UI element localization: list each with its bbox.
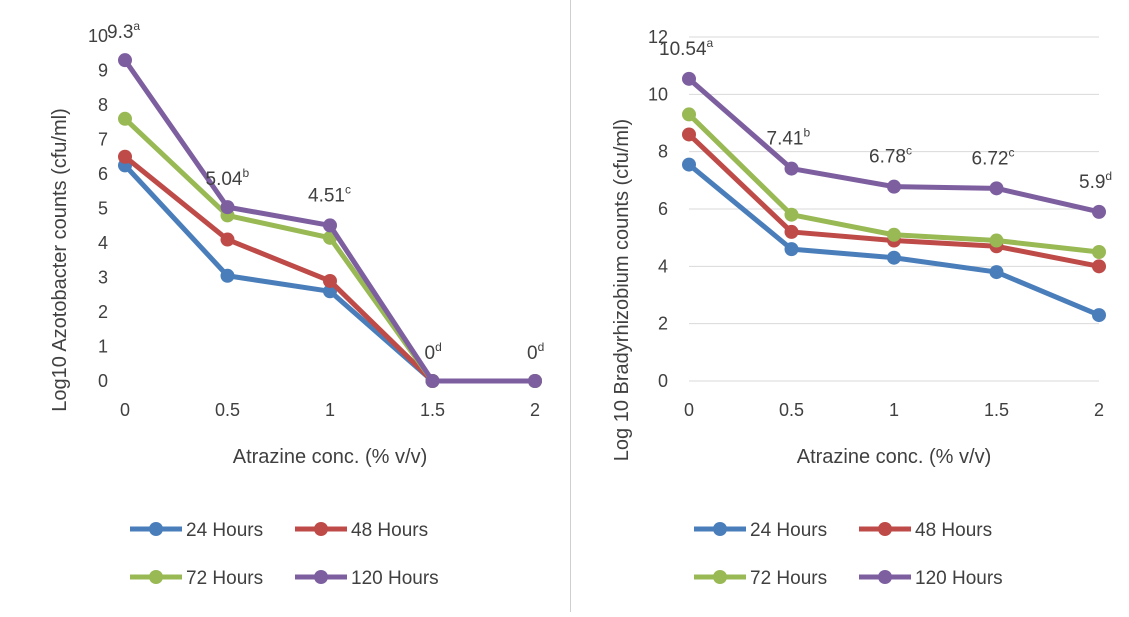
data-point [784,207,799,222]
data-point [887,179,901,194]
legend-label: 48 Hours [915,520,992,541]
data-point [1092,204,1106,219]
x-tick-label: 0 [120,400,130,420]
data-point [1092,308,1106,323]
legend-swatch-marker [149,522,163,536]
data-point [784,224,799,239]
y-tick-label: 2 [658,314,668,334]
x-tick-label: 0.5 [779,400,804,420]
data-point [1092,245,1106,259]
legend-label: 72 Hours [750,568,827,589]
legend-label: 24 Hours [750,520,827,541]
data-label: 7.41b [767,126,811,150]
y-tick-label: 6 [98,164,108,184]
data-point [220,232,235,247]
y-tick-label: 7 [98,130,108,150]
data-point [784,242,799,257]
data-point [118,53,132,68]
data-point [887,250,901,265]
data-point [784,161,799,176]
y-tick-label: 6 [658,199,668,219]
data-point [989,265,1004,280]
data-point [118,111,132,126]
data-point [323,218,337,233]
y-tick-label: 0 [98,371,108,391]
y-tick-label: 5 [98,199,108,219]
legend-swatch-marker [713,522,727,536]
data-label: 6.78c [869,144,912,168]
x-tick-label: 2 [1094,400,1104,420]
data-point [323,273,337,288]
data-point [887,227,901,242]
data-point [989,181,1004,196]
x-axis-title: Atrazine conc. (% v/v) [797,446,992,468]
legend-label: 48 Hours [351,520,428,541]
y-axis-title: Log 10 Bradyrhizobium counts (cfu/ml) [611,119,633,461]
x-tick-label: 1.5 [984,400,1009,420]
y-tick-label: 10 [88,26,108,46]
data-point [220,268,235,283]
y-tick-label: 9 [98,61,108,81]
bradyrhizobium-chart: 0 2 4 6 8 10 12 0 0.5 1 1.5 2 Atrazine conc. (% v/v)… [611,27,1112,589]
data-point [425,374,440,388]
data-point [220,200,235,215]
legend-label: 120 Hours [351,568,439,589]
legend-swatch-marker [314,522,328,536]
data-point [118,149,132,164]
y-tick-label: 12 [648,27,668,47]
y-tick-label: 1 [98,337,108,357]
data-point [1092,259,1106,274]
data-point [682,127,696,142]
y-tick-label: 2 [98,302,108,322]
data-point [989,233,1004,248]
data-label: 9.3a [107,19,140,43]
legend-label: 24 Hours [186,520,263,541]
data-label: 4.51c [308,182,351,206]
legend-swatch-marker [314,570,328,584]
y-tick-label: 8 [98,95,108,115]
azotobacter-chart: 0 1 2 3 4 5 6 7 8 9 10 0 0.5 1 1.5 2 Atrazine conc. (% v… [49,19,544,589]
data-label: 5.04b [206,166,250,190]
x-axis-title: Atrazine conc. (% v/v) [233,446,428,468]
x-tick-label: 0.5 [215,400,240,420]
data-label: 0d [425,340,442,364]
legend-swatch-marker [878,570,892,584]
data-point [528,374,542,388]
series-line [123,116,535,384]
legend-label: 72 Hours [186,568,263,589]
data-label: 0d [527,340,544,364]
y-tick-label: 4 [98,233,108,253]
legend-swatch-marker [149,570,163,584]
y-tick-label: 0 [658,371,668,391]
x-tick-label: 1 [325,400,335,420]
y-tick-label: 10 [648,84,668,104]
data-label: 6.72c [972,145,1015,169]
x-tick-label: 0 [684,400,694,420]
y-axis-title: Log10 Azotobacter counts (cfu/ml) [49,108,71,412]
panel-divider [570,0,571,612]
data-point [682,107,696,122]
data-point [682,157,696,172]
legend-swatch-marker [878,522,892,536]
legend-swatch-marker [713,570,727,584]
data-point [682,71,696,86]
y-tick-label: 3 [98,268,108,288]
x-tick-label: 1 [889,400,899,420]
x-tick-label: 2 [530,400,540,420]
legend-label: 120 Hours [915,568,1003,589]
y-tick-label: 8 [658,142,668,162]
y-tick-label: 4 [658,256,668,276]
data-label: 10.54a [659,36,714,60]
data-label: 5.9d [1079,169,1112,193]
x-tick-label: 1.5 [420,400,445,420]
